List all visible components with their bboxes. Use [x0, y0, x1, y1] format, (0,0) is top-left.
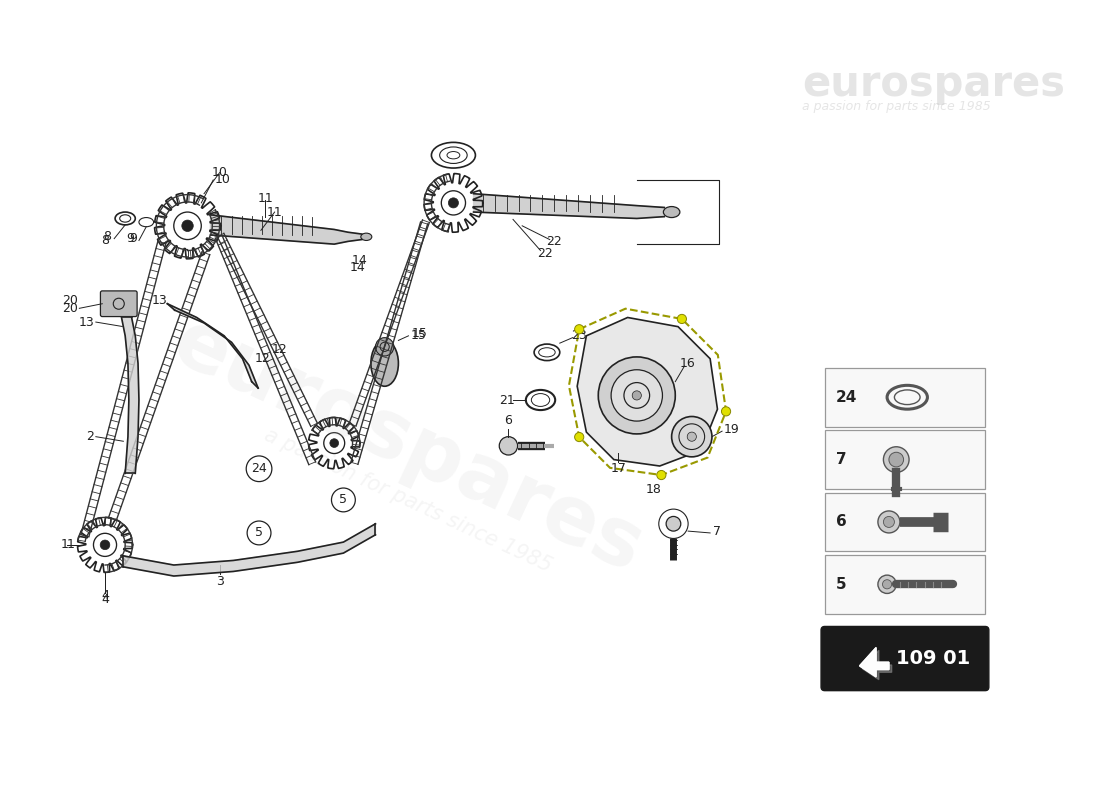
Circle shape: [722, 406, 730, 416]
Text: 12: 12: [255, 352, 271, 366]
Circle shape: [499, 437, 518, 455]
Polygon shape: [862, 650, 892, 680]
Text: 3: 3: [216, 575, 223, 588]
Circle shape: [574, 325, 584, 334]
Circle shape: [612, 370, 662, 421]
Text: 14: 14: [350, 261, 365, 274]
Circle shape: [678, 314, 686, 323]
Text: 10: 10: [211, 166, 228, 179]
Text: 13: 13: [78, 315, 94, 329]
FancyBboxPatch shape: [825, 368, 986, 426]
Text: 12: 12: [272, 343, 287, 356]
Text: 4: 4: [101, 589, 109, 602]
Circle shape: [878, 575, 896, 594]
Polygon shape: [859, 647, 889, 677]
Circle shape: [632, 391, 641, 400]
Circle shape: [883, 517, 894, 527]
Text: 6: 6: [505, 414, 513, 426]
Text: a passion for parts since 1985: a passion for parts since 1985: [261, 426, 554, 577]
Ellipse shape: [371, 341, 398, 386]
Text: 23: 23: [571, 330, 587, 342]
Text: 22: 22: [547, 235, 562, 248]
Text: 11: 11: [267, 206, 283, 218]
Circle shape: [100, 540, 110, 550]
Circle shape: [449, 198, 459, 208]
Text: 14: 14: [352, 254, 367, 267]
Text: 1: 1: [66, 538, 74, 551]
FancyBboxPatch shape: [821, 626, 989, 690]
Text: 109 01: 109 01: [895, 649, 970, 668]
Text: 10: 10: [214, 174, 231, 186]
Text: 19: 19: [724, 423, 739, 436]
Ellipse shape: [663, 206, 680, 218]
Text: 24: 24: [251, 462, 267, 475]
Text: 6: 6: [836, 514, 847, 530]
Text: 7: 7: [714, 525, 722, 538]
Text: 20: 20: [62, 294, 77, 307]
Text: 17: 17: [610, 462, 626, 475]
Polygon shape: [210, 214, 362, 244]
Circle shape: [598, 357, 675, 434]
Text: 2: 2: [86, 430, 94, 443]
Text: eurospares: eurospares: [802, 62, 1065, 105]
FancyBboxPatch shape: [825, 430, 986, 489]
Circle shape: [667, 517, 681, 531]
Text: 5: 5: [836, 577, 846, 592]
Text: 21: 21: [499, 394, 515, 406]
Text: 8: 8: [103, 230, 111, 243]
Text: 9: 9: [130, 232, 138, 245]
Text: 15: 15: [410, 330, 426, 342]
Ellipse shape: [361, 233, 372, 241]
Circle shape: [330, 438, 339, 447]
Circle shape: [889, 452, 903, 467]
Text: 8: 8: [101, 234, 109, 247]
FancyBboxPatch shape: [100, 291, 138, 317]
Circle shape: [672, 417, 712, 457]
Circle shape: [878, 511, 900, 533]
Polygon shape: [578, 318, 717, 466]
Circle shape: [882, 580, 892, 589]
FancyBboxPatch shape: [825, 555, 986, 614]
Text: 9: 9: [125, 232, 134, 246]
Polygon shape: [121, 318, 139, 474]
Text: 1: 1: [60, 538, 68, 551]
Circle shape: [657, 470, 665, 480]
Circle shape: [182, 220, 194, 231]
Polygon shape: [859, 647, 889, 677]
Ellipse shape: [375, 338, 394, 356]
Text: 4: 4: [101, 594, 109, 606]
Text: 11: 11: [257, 192, 273, 205]
Text: 5: 5: [340, 494, 348, 506]
FancyBboxPatch shape: [825, 493, 986, 551]
Polygon shape: [167, 304, 258, 388]
Text: eurospares: eurospares: [161, 303, 654, 589]
Polygon shape: [474, 194, 664, 218]
Text: 24: 24: [836, 390, 857, 405]
Text: 18: 18: [646, 483, 661, 496]
Text: 15: 15: [412, 327, 428, 341]
Circle shape: [883, 446, 909, 473]
Text: 22: 22: [537, 247, 553, 260]
Text: 13: 13: [152, 294, 168, 307]
Text: 5: 5: [255, 526, 263, 539]
Text: 20: 20: [62, 302, 77, 315]
Text: a passion for parts since 1985: a passion for parts since 1985: [802, 100, 991, 113]
Polygon shape: [123, 524, 375, 576]
Text: 16: 16: [680, 357, 695, 370]
Circle shape: [574, 433, 584, 442]
Circle shape: [688, 432, 696, 442]
Text: 7: 7: [836, 452, 846, 467]
